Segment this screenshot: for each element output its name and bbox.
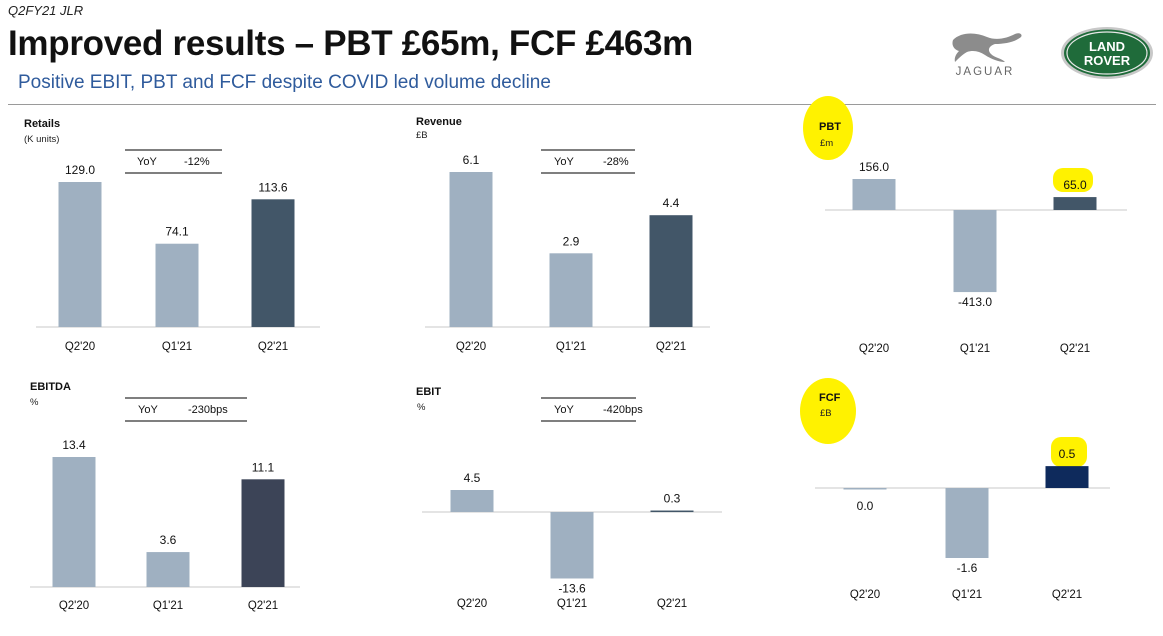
header-divider bbox=[8, 104, 1156, 105]
revenue-category-label-2: Q2'21 bbox=[656, 341, 686, 353]
page-title: Improved results – PBT £65m, FCF £463m bbox=[8, 24, 693, 63]
land-rover-text-top: LAND bbox=[1089, 39, 1125, 54]
ebitda-value-label-2: 11.1 bbox=[252, 460, 275, 474]
ebitda-bar-2 bbox=[241, 479, 285, 587]
fcf-category-label-1: Q1'21 bbox=[952, 589, 982, 601]
ebitda-yoy-value: -230bps bbox=[188, 404, 228, 416]
ebit-value-label-1: -13.6 bbox=[558, 581, 586, 595]
ebitda-category-label-2: Q2'21 bbox=[248, 600, 278, 612]
retails-bar-2 bbox=[251, 199, 295, 327]
retails-bar-0 bbox=[58, 182, 102, 327]
revenue-bar-1 bbox=[549, 253, 593, 327]
retails-title: Retails bbox=[24, 118, 61, 130]
revenue-bar-2 bbox=[649, 215, 693, 327]
retails-category-label-2: Q2'21 bbox=[258, 341, 288, 353]
retails-value-label-0: 129.0 bbox=[65, 163, 95, 177]
pbt-title: PBT bbox=[819, 121, 841, 133]
fcf-value-label-1: -1.6 bbox=[957, 561, 978, 575]
revenue-value-label-1: 2.9 bbox=[563, 234, 580, 248]
ebit-value-label-0: 4.5 bbox=[464, 471, 481, 485]
ebit-title: EBIT bbox=[416, 386, 442, 398]
retails-bar-1 bbox=[155, 243, 199, 327]
retails-category-label-1: Q1'21 bbox=[162, 341, 192, 353]
revenue-title: Revenue bbox=[416, 116, 462, 128]
ebitda-category-label-0: Q2'20 bbox=[59, 600, 89, 612]
ebit-yoy-label: YoY bbox=[554, 404, 574, 416]
revenue-unit: £B bbox=[416, 130, 428, 141]
fcf-title: FCF bbox=[819, 392, 841, 404]
fcf-bar-1 bbox=[945, 488, 989, 558]
pbt-category-label-1: Q1'21 bbox=[960, 343, 990, 355]
ebitda-value-label-0: 13.4 bbox=[62, 438, 86, 452]
retails-value-label-2: 113.6 bbox=[258, 180, 287, 194]
pbt-category-label-0: Q2'20 bbox=[859, 343, 889, 355]
jaguar-logo: JAGUAR bbox=[935, 28, 1035, 80]
pbt-bar-0 bbox=[852, 179, 896, 210]
ebit-category-label-1: Q1'21 bbox=[557, 598, 587, 610]
jaguar-leaper-icon bbox=[952, 33, 1022, 62]
fcf-unit: £B bbox=[820, 408, 832, 419]
page-subtitle: Positive EBIT, PBT and FCF despite COVID… bbox=[18, 72, 551, 93]
ebitda-value-label-1: 3.6 bbox=[160, 533, 177, 547]
fcf-value-highlight bbox=[1051, 437, 1087, 467]
pbt-category-label-2: Q2'21 bbox=[1060, 343, 1090, 355]
fcf-bar-2 bbox=[1045, 466, 1089, 488]
ebit-value-label-2: 0.3 bbox=[664, 492, 681, 506]
pbt-value-label-0: 156.0 bbox=[859, 160, 889, 174]
land-rover-logo: LAND ROVER bbox=[1060, 26, 1154, 80]
ebitda-bar-0 bbox=[52, 457, 96, 587]
fcf-bar-0 bbox=[843, 488, 887, 490]
ebit-bar-0 bbox=[450, 490, 494, 512]
pbt-value-label-1: -413.0 bbox=[958, 295, 992, 309]
ebitda-category-label-1: Q1'21 bbox=[153, 600, 183, 612]
revenue-bar-0 bbox=[449, 172, 493, 327]
ebitda-title: EBITDA bbox=[30, 381, 71, 393]
jaguar-logo-text: JAGUAR bbox=[956, 66, 1015, 78]
revenue-yoy-label: YoY bbox=[554, 156, 574, 168]
ebit-unit: % bbox=[417, 402, 426, 413]
fcf-value-label-0: 0.0 bbox=[857, 499, 874, 513]
fcf-title-highlight bbox=[800, 378, 856, 444]
revenue-category-label-0: Q2'20 bbox=[456, 341, 486, 353]
retails-category-label-0: Q2'20 bbox=[65, 341, 95, 353]
revenue-yoy-value: -28% bbox=[603, 156, 629, 168]
revenue-value-label-0: 6.1 bbox=[463, 153, 480, 167]
retails-value-label-1: 74.1 bbox=[165, 225, 189, 239]
revenue-category-label-1: Q1'21 bbox=[556, 341, 586, 353]
ebit-category-label-0: Q2'20 bbox=[457, 598, 487, 610]
ebitda-yoy-label: YoY bbox=[138, 404, 158, 416]
fcf-category-label-2: Q2'21 bbox=[1052, 589, 1082, 601]
pbt-unit: £m bbox=[820, 138, 834, 149]
pbt-bar-1 bbox=[953, 210, 997, 293]
land-rover-text-bottom: ROVER bbox=[1084, 53, 1131, 68]
fcf-category-label-0: Q2'20 bbox=[850, 589, 880, 601]
ebit-bar-2 bbox=[650, 510, 694, 513]
pbt-title-highlight bbox=[803, 96, 853, 160]
revenue-value-label-2: 4.4 bbox=[663, 196, 680, 210]
ebit-yoy-value: -420bps bbox=[603, 404, 643, 416]
pbt-bar-2 bbox=[1053, 197, 1097, 210]
ebitda-bar-1 bbox=[146, 552, 190, 587]
ebit-bar-1 bbox=[550, 512, 594, 579]
pbt-value-highlight bbox=[1053, 168, 1093, 192]
retails-yoy-label: YoY bbox=[137, 156, 157, 168]
ebitda-unit: % bbox=[30, 397, 39, 408]
ebit-category-label-2: Q2'21 bbox=[657, 598, 687, 610]
document-tag: Q2FY21 JLR bbox=[8, 3, 84, 18]
retails-yoy-value: -12% bbox=[184, 156, 210, 168]
retails-unit: (K units) bbox=[24, 134, 60, 145]
